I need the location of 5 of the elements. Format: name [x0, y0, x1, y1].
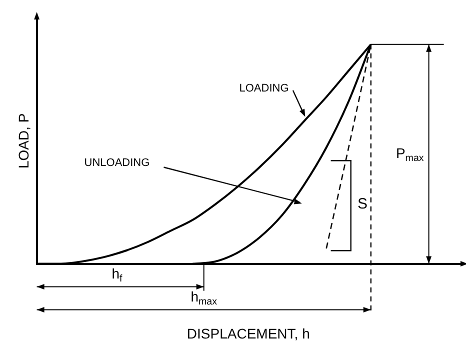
text: LOADING [239, 82, 289, 94]
annotation: S [358, 196, 368, 213]
y-axis-title: LOAD, P [15, 113, 32, 169]
text: UNLOADING [84, 156, 150, 169]
x-axis-title: DISPLACEMENT, h [186, 325, 310, 342]
